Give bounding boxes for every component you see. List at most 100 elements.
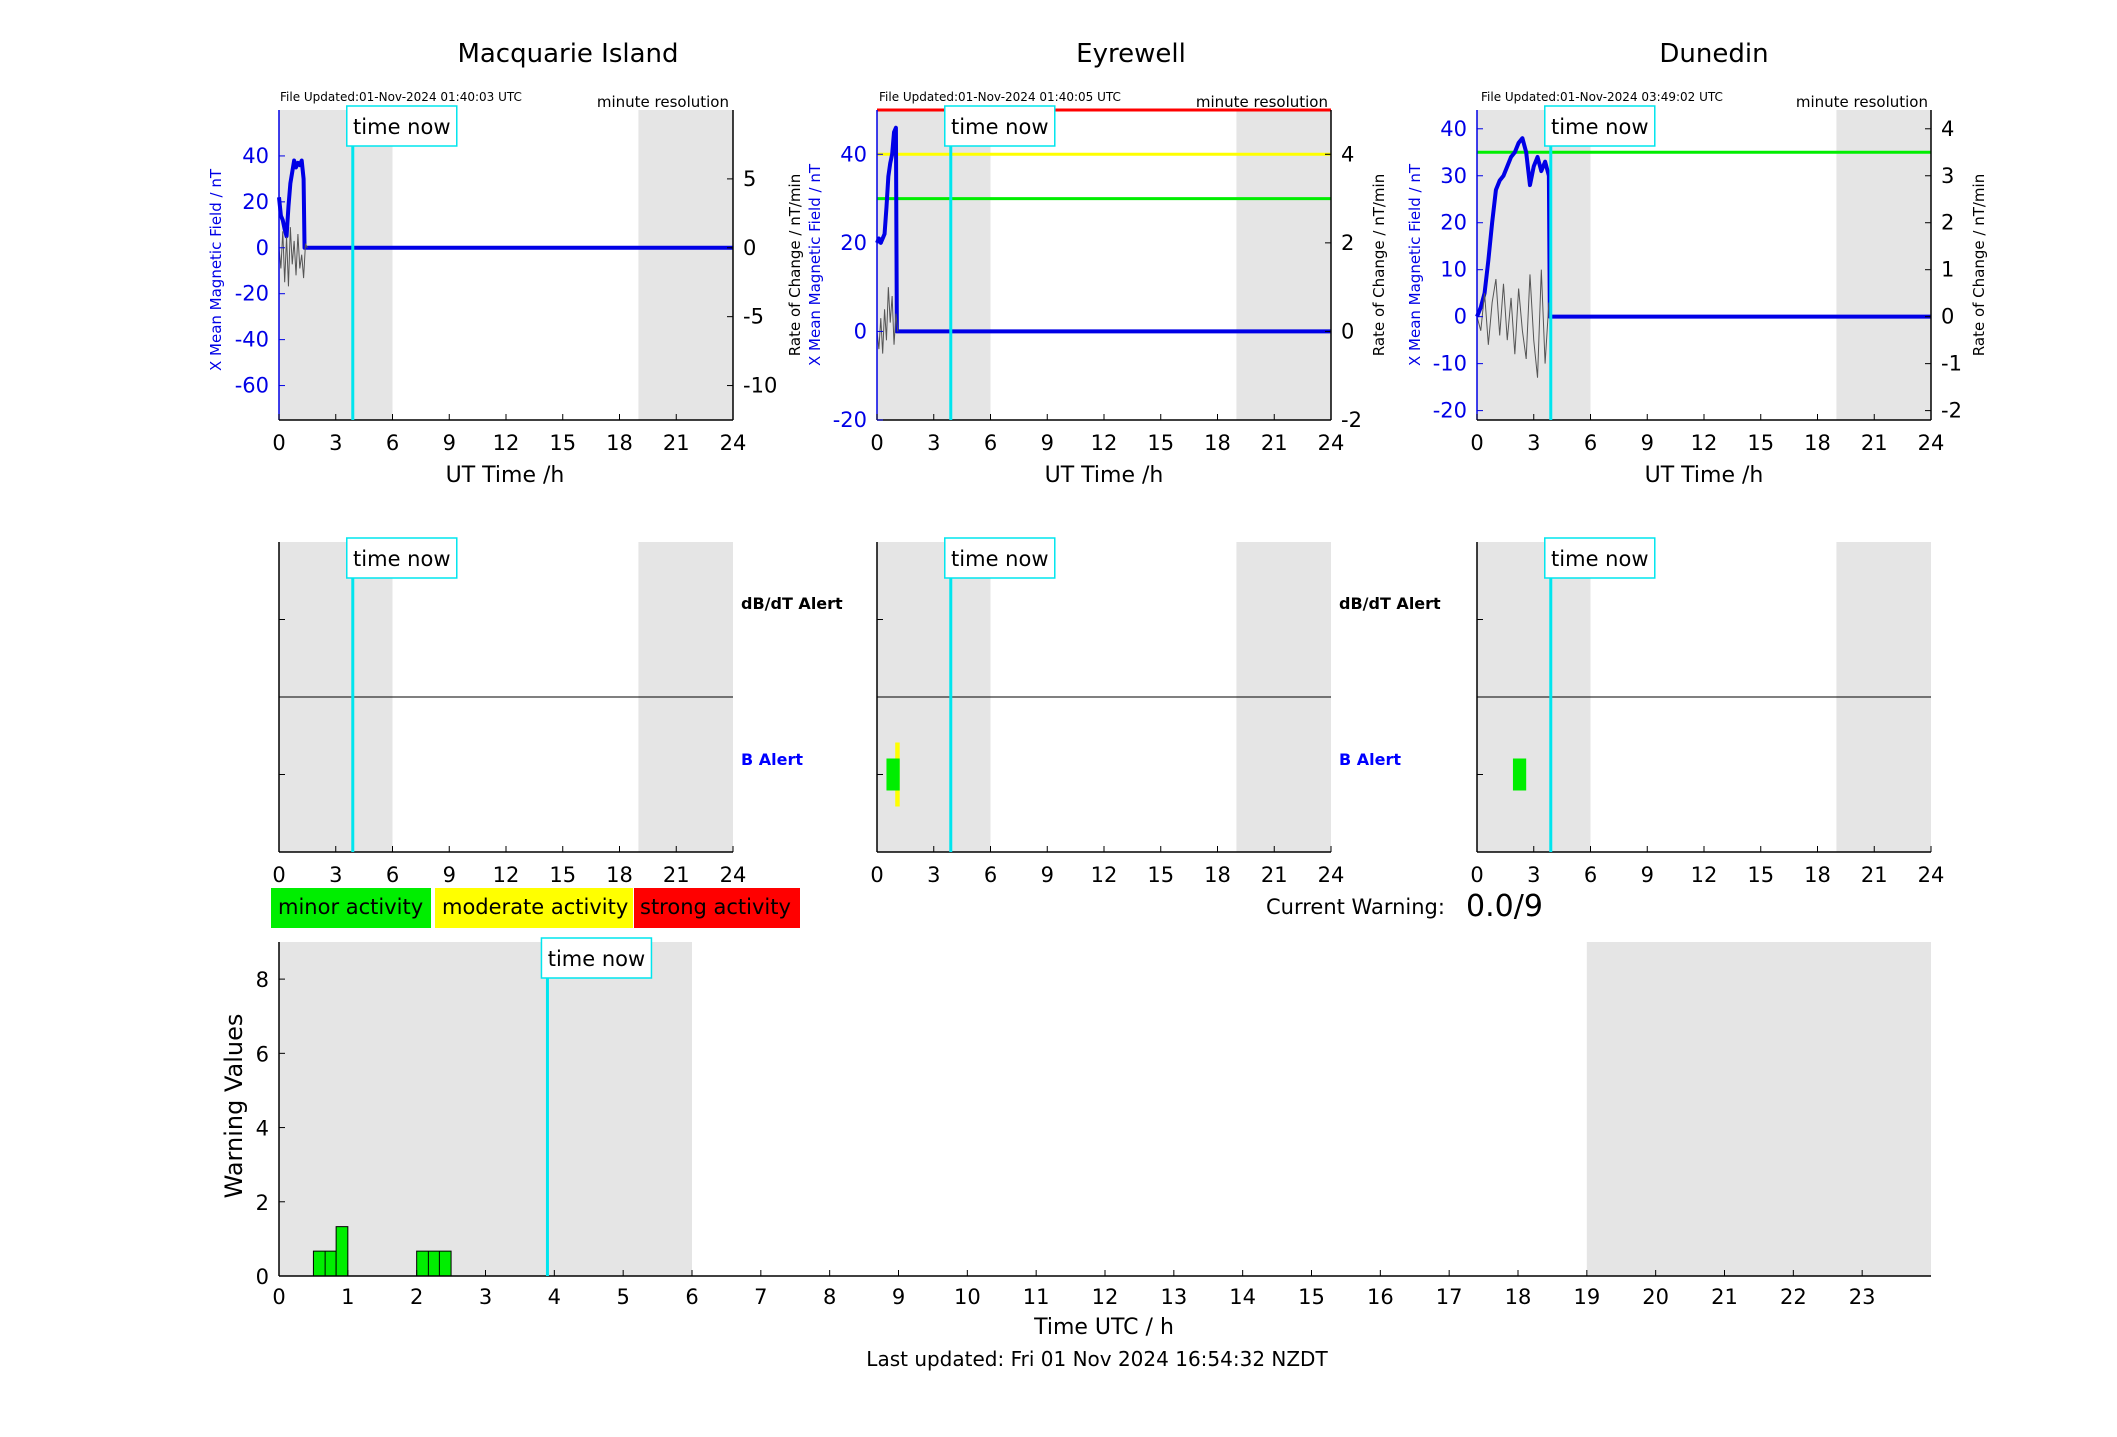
legend-minor-label: minor activity xyxy=(278,895,423,919)
last-updated-footer: Last updated: Fri 01 Nov 2024 16:54:32 N… xyxy=(866,1347,1328,1371)
x-tick-label: 12 xyxy=(1691,431,1718,455)
x-tick-label: 0 xyxy=(870,431,883,455)
x-tick-label: 24 xyxy=(1918,431,1945,455)
right-y-tick-label: -2 xyxy=(1941,399,1962,423)
x-tick-label: 8 xyxy=(823,1285,836,1309)
x-tick-label: 10 xyxy=(954,1285,981,1309)
time-now-box xyxy=(540,937,653,979)
right-y-tick-label: 0 xyxy=(1941,305,1954,329)
x-tick-label: 6 xyxy=(685,1285,698,1309)
b-alert-label: B Alert xyxy=(1339,750,1401,769)
resolution-note: minute resolution xyxy=(597,93,729,111)
time-now-box xyxy=(346,105,458,147)
field-series-line xyxy=(277,158,733,250)
right-y-tick-label: 2 xyxy=(1941,211,1954,235)
x-tick-label: 9 xyxy=(1041,431,1054,455)
left-y-tick-label: -60 xyxy=(235,374,269,398)
left-y-tick-label: 40 xyxy=(840,142,867,166)
x-tick-label: 21 xyxy=(663,863,690,887)
legend-minor-swatch xyxy=(271,888,431,928)
time-now-box xyxy=(944,105,1056,147)
x-tick-label: 3 xyxy=(329,863,342,887)
right-y-tick-label: 4 xyxy=(1341,142,1354,166)
x-tick-label: 24 xyxy=(720,431,747,455)
right-y-tick-label: -1 xyxy=(1941,352,1962,376)
x-tick-label: 20 xyxy=(1642,1285,1669,1309)
left-y-tick-label: -10 xyxy=(1433,352,1467,376)
x-tick-label: 6 xyxy=(386,863,399,887)
right-y-axis-label: Rate of Change / nT/min xyxy=(786,174,804,356)
x-tick-label: 3 xyxy=(329,431,342,455)
x-tick-label: 24 xyxy=(1318,863,1345,887)
dbdt-alert-label: dB/dT Alert xyxy=(1339,594,1441,613)
x-tick-label: 5 xyxy=(616,1285,629,1309)
x-tick-label: 21 xyxy=(1261,431,1288,455)
right-y-tick-label: 5 xyxy=(743,167,756,191)
right-y-tick-label: -5 xyxy=(743,305,764,329)
x-tick-label: 18 xyxy=(1804,863,1831,887)
x-tick-label: 24 xyxy=(1318,431,1345,455)
x-axis-label: UT Time /h xyxy=(1045,463,1164,488)
night-band xyxy=(1836,110,1931,420)
field-series-line xyxy=(1475,136,1931,319)
x-tick-label: 12 xyxy=(493,863,520,887)
legend-moderate-label: moderate activity xyxy=(442,895,628,919)
file-updated-note: File Updated:01-Nov-2024 01:40:05 UTC xyxy=(879,90,1121,104)
x-tick-label: 18 xyxy=(1804,431,1831,455)
x-axis-label: UT Time /h xyxy=(1645,463,1764,488)
night-band xyxy=(1477,110,1591,420)
panel-dunedin-alerts: 0 3 6 9 12 15 18 21 24 time now xyxy=(1470,537,1944,887)
x-tick-label: 22 xyxy=(1780,1285,1807,1309)
y-tick-label: 8 xyxy=(256,968,269,992)
right-y-tick-label: 0 xyxy=(1341,319,1354,343)
x-tick-label: 21 xyxy=(1711,1285,1738,1309)
x-tick-label: 9 xyxy=(443,863,456,887)
plot-area: 0 3 6 9 12 15 18 21 24 time now xyxy=(870,537,1345,887)
x-tick-label: 3 xyxy=(479,1285,492,1309)
y-axis-label: Warning Values xyxy=(220,1014,248,1199)
time-now-label: time now xyxy=(548,947,645,971)
x-tick-label: 3 xyxy=(1527,431,1540,455)
left-y-tick-label: 20 xyxy=(242,190,269,214)
x-tick-label: 6 xyxy=(1584,431,1597,455)
panel-title: Dunedin xyxy=(1659,39,1768,69)
right-y-tick-label: -10 xyxy=(743,374,777,398)
plot-area: 0 3 6 9 12 15 18 21 24 40 20 0 -20 -40 -60 5 0 -5 -10 time … xyxy=(235,105,777,455)
x-tick-label: 19 xyxy=(1573,1285,1600,1309)
x-tick-label: 15 xyxy=(1298,1285,1325,1309)
y-tick-label: 4 xyxy=(256,1117,269,1141)
rate-of-change-series-line xyxy=(278,227,308,287)
x-tick-label: 6 xyxy=(1584,863,1597,887)
x-tick-label: 12 xyxy=(1092,1285,1119,1309)
plot-area: 0 3 6 9 12 15 18 21 24 time now xyxy=(272,537,746,887)
b-alert-label: B Alert xyxy=(741,750,803,769)
x-tick-label: 6 xyxy=(386,431,399,455)
panel-macquarie-field: 0 3 6 9 12 15 18 21 24 40 20 0 -20 -40 -60 5 0 -5 -10 time … xyxy=(207,39,777,488)
x-tick-label: 14 xyxy=(1229,1285,1256,1309)
panel-title: Macquarie Island xyxy=(457,39,678,69)
plot-area: 0 3 6 9 12 15 18 21 24 time now xyxy=(1470,537,1944,887)
x-tick-label: 15 xyxy=(1747,863,1774,887)
x-tick-label: 18 xyxy=(1505,1285,1532,1309)
plot-area: 0 3 6 9 12 15 18 21 24403020100-10-2043210-1-2ti… xyxy=(1433,105,1962,455)
warning-value-bar xyxy=(416,1250,452,1277)
left-y-tick-label: 10 xyxy=(1440,258,1467,282)
night-band xyxy=(279,942,692,1276)
x-tick-label: 15 xyxy=(1147,431,1174,455)
time-now-label: time now xyxy=(353,115,450,139)
x-tick-label: 9 xyxy=(443,431,456,455)
x-tick-label: 17 xyxy=(1436,1285,1463,1309)
rate-of-change-series-line xyxy=(1476,269,1550,378)
left-y-tick-label: 40 xyxy=(242,144,269,168)
right-y-tick-label: -2 xyxy=(1341,408,1362,432)
x-tick-label: 16 xyxy=(1367,1285,1394,1309)
warning-value-bar xyxy=(335,1226,349,1277)
legend-strong-swatch xyxy=(634,888,800,928)
dbdt-alert-label: dB/dT Alert xyxy=(741,594,843,613)
x-tick-label: 18 xyxy=(1204,431,1231,455)
panel-dunedin-field: 0 3 6 9 12 15 18 21 24403020100-10-2043210-1-2ti… xyxy=(1406,39,1988,488)
left-y-tick-label: 40 xyxy=(1440,117,1467,141)
file-updated-note: File Updated:01-Nov-2024 03:49:02 UTC xyxy=(1481,90,1723,104)
